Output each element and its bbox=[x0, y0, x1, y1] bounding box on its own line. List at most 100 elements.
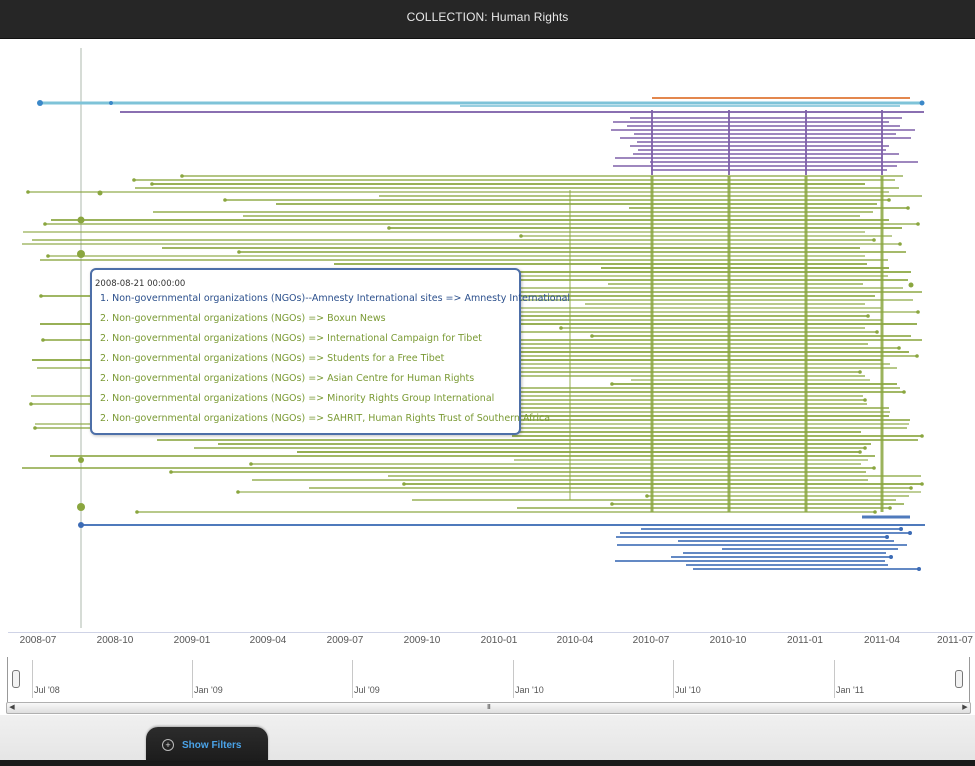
show-filters-tab[interactable]: + Show Filters bbox=[146, 727, 268, 761]
event-marker[interactable] bbox=[872, 466, 876, 470]
timeline-tooltip: 2008-08-21 00:00:00 1. Non-governmental … bbox=[90, 268, 570, 435]
event-marker[interactable] bbox=[885, 535, 889, 539]
overview-label: Jan '10 bbox=[515, 685, 544, 695]
event-marker[interactable] bbox=[906, 206, 910, 210]
overview-label: Jan '11 bbox=[836, 685, 865, 695]
tooltip-date: 2008-08-21 00:00:00 bbox=[95, 279, 186, 289]
event-marker[interactable] bbox=[908, 531, 912, 535]
event-marker[interactable] bbox=[919, 100, 925, 106]
event-marker[interactable] bbox=[915, 354, 919, 358]
overview-panel[interactable] bbox=[7, 657, 970, 702]
event-marker[interactable] bbox=[610, 382, 614, 386]
tooltip-row: 2. Non-governmental organizations (NGOs)… bbox=[100, 413, 551, 424]
event-marker[interactable] bbox=[645, 494, 649, 498]
event-marker[interactable] bbox=[29, 402, 33, 406]
time-tick-label: 2009-01 bbox=[173, 635, 211, 646]
event-marker[interactable] bbox=[237, 250, 241, 254]
scroll-left-arrow[interactable]: ◀ bbox=[9, 704, 15, 711]
time-tick-label: 2011-04 bbox=[864, 635, 900, 646]
event-marker[interactable] bbox=[109, 101, 113, 105]
event-marker[interactable] bbox=[908, 282, 914, 288]
event-marker[interactable] bbox=[46, 254, 50, 258]
event-marker[interactable] bbox=[875, 330, 879, 334]
overview-tick bbox=[352, 660, 353, 698]
overview-label: Jul '09 bbox=[354, 685, 380, 695]
time-axis-line bbox=[8, 632, 975, 633]
event-marker[interactable] bbox=[916, 310, 920, 314]
event-marker[interactable] bbox=[889, 555, 893, 559]
event-marker[interactable] bbox=[920, 434, 924, 438]
event-marker[interactable] bbox=[43, 222, 47, 226]
overview-tick bbox=[192, 660, 193, 698]
overview-label: Jul '10 bbox=[675, 685, 701, 695]
event-marker[interactable] bbox=[899, 527, 903, 531]
event-marker[interactable] bbox=[917, 567, 921, 571]
event-marker[interactable] bbox=[909, 486, 913, 490]
event-marker[interactable] bbox=[150, 182, 154, 186]
range-end-handle[interactable] bbox=[955, 670, 963, 688]
tooltip-row: 2. Non-governmental organizations (NGOs)… bbox=[100, 393, 495, 404]
event-marker[interactable] bbox=[863, 446, 867, 450]
overview-tick bbox=[513, 660, 514, 698]
event-marker[interactable] bbox=[610, 502, 614, 506]
scroll-thumb[interactable]: III bbox=[487, 704, 491, 711]
event-marker[interactable] bbox=[132, 178, 136, 182]
event-marker[interactable] bbox=[559, 326, 563, 330]
tooltip-row: 2. Non-governmental organizations (NGOs)… bbox=[100, 353, 445, 364]
time-tick-label: 2009-07 bbox=[326, 635, 364, 646]
event-marker[interactable] bbox=[590, 334, 594, 338]
event-marker[interactable] bbox=[873, 510, 877, 514]
event-marker[interactable] bbox=[898, 242, 902, 246]
event-marker[interactable] bbox=[77, 503, 85, 511]
event-marker[interactable] bbox=[249, 462, 253, 466]
plus-circle-icon: + bbox=[162, 739, 174, 751]
tooltip-row: 2. Non-governmental organizations (NGOs)… bbox=[100, 313, 386, 324]
event-marker[interactable] bbox=[872, 238, 876, 242]
event-marker[interactable] bbox=[920, 482, 924, 486]
time-tick-label: 2011-01 bbox=[787, 635, 823, 646]
tooltip-row: 2. Non-governmental organizations (NGOs)… bbox=[100, 373, 475, 384]
event-marker[interactable] bbox=[135, 510, 139, 514]
event-marker[interactable] bbox=[26, 190, 30, 194]
event-marker[interactable] bbox=[863, 398, 867, 402]
event-marker[interactable] bbox=[858, 370, 862, 374]
event-marker[interactable] bbox=[902, 390, 906, 394]
event-marker[interactable] bbox=[858, 450, 862, 454]
event-marker[interactable] bbox=[866, 314, 870, 318]
tooltip-row: 2. Non-governmental organizations (NGOs)… bbox=[100, 333, 482, 344]
tooltip-row: 1. Non-governmental organizations (NGOs)… bbox=[100, 293, 571, 304]
overview-tick bbox=[32, 660, 33, 698]
event-marker[interactable] bbox=[888, 506, 892, 510]
range-start-handle[interactable] bbox=[12, 670, 20, 688]
show-filters-label: Show Filters bbox=[182, 740, 242, 751]
event-marker[interactable] bbox=[77, 216, 85, 224]
overview-tick bbox=[673, 660, 674, 698]
event-marker[interactable] bbox=[223, 198, 227, 202]
overview-tick bbox=[834, 660, 835, 698]
event-marker[interactable] bbox=[387, 226, 391, 230]
event-marker[interactable] bbox=[78, 522, 84, 528]
event-marker[interactable] bbox=[519, 234, 523, 238]
time-tick-label: 2011-07 bbox=[937, 635, 973, 646]
event-marker[interactable] bbox=[180, 174, 184, 178]
time-tick-label: 2010-01 bbox=[480, 635, 518, 646]
time-tick-label: 2008-10 bbox=[96, 635, 134, 646]
event-marker[interactable] bbox=[39, 294, 43, 298]
event-marker[interactable] bbox=[41, 338, 45, 342]
event-marker[interactable] bbox=[77, 250, 85, 258]
time-tick-label: 2009-10 bbox=[403, 635, 441, 646]
event-marker[interactable] bbox=[887, 198, 891, 202]
time-tick-label: 2009-04 bbox=[249, 635, 287, 646]
time-tick-label: 2010-10 bbox=[709, 635, 747, 646]
event-marker[interactable] bbox=[37, 100, 43, 106]
event-marker[interactable] bbox=[169, 470, 173, 474]
event-marker[interactable] bbox=[916, 222, 920, 226]
event-marker[interactable] bbox=[236, 490, 240, 494]
event-marker[interactable] bbox=[97, 190, 103, 196]
event-marker[interactable] bbox=[402, 482, 406, 486]
scroll-right-arrow[interactable]: ▶ bbox=[962, 704, 968, 711]
event-marker[interactable] bbox=[78, 457, 84, 463]
event-marker[interactable] bbox=[33, 426, 37, 430]
overview-scrollbar[interactable]: ◀ III ▶ bbox=[6, 702, 971, 714]
event-marker[interactable] bbox=[897, 346, 901, 350]
